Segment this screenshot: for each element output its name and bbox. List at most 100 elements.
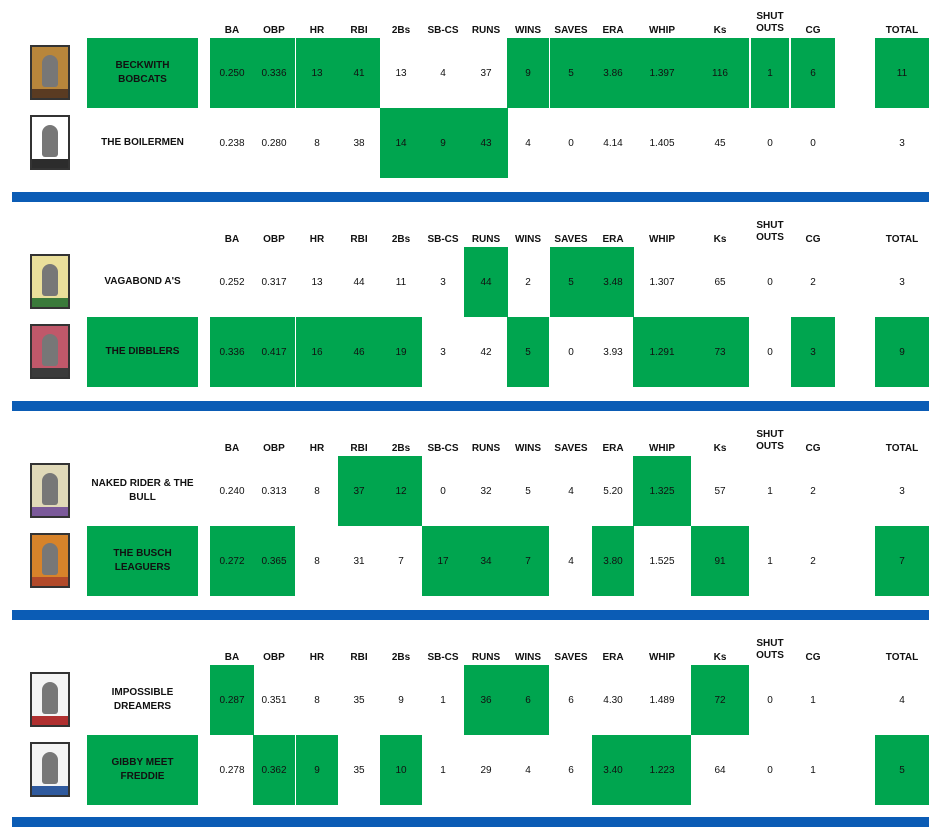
column-header: WINS: [514, 234, 542, 245]
stat-cell: 3: [440, 346, 446, 358]
stat-cell: 2: [810, 485, 816, 497]
stat-cell: 1.397: [633, 38, 691, 108]
column-header: RBI: [350, 25, 368, 36]
column-header: SB-CS: [427, 443, 459, 454]
stat-cell: 5: [550, 247, 592, 317]
total-cell: 3: [899, 485, 905, 497]
column-header: HR: [309, 25, 325, 36]
column-header: 2Bs: [391, 25, 411, 36]
column-header: SB-CS: [427, 652, 459, 663]
stat-cell: 11: [395, 276, 407, 288]
stat-cell: 116: [691, 38, 749, 108]
column-header: ERA: [602, 652, 624, 663]
stat-cell: 4: [568, 555, 574, 567]
team-name: VAGABOND A'S: [104, 276, 181, 287]
stat-cell: 5: [507, 317, 549, 387]
column-header: Ks: [713, 443, 727, 454]
stat-cell: 17: [422, 526, 464, 596]
stat-cell: 35: [353, 694, 365, 706]
player-figure-icon: [42, 264, 58, 296]
stat-cell: 0.252: [219, 276, 245, 288]
stat-cell: 29: [480, 764, 492, 776]
stat-cell: 5: [550, 38, 592, 108]
stat-cell: 6: [507, 665, 549, 735]
stat-cell: 8: [314, 555, 320, 567]
column-header: OBP: [263, 443, 285, 454]
stat-cell: 5: [525, 485, 531, 497]
stat-cell: 43: [464, 108, 508, 178]
column-header: SHUT OUTS: [745, 638, 795, 662]
card-nameplate-icon: [32, 298, 68, 307]
stat-cell: 0.313: [261, 485, 287, 497]
stat-cell: 6: [568, 694, 574, 706]
matchup-block: BA OBP HR RBI 2Bs SB-CS RUNS WINS SAVES ERA WHIP Ks…: [0, 627, 949, 836]
matchup-block: BA OBP HR RBI 2Bs SB-CS RUNS WINS SAVES ERA WHIP Ks…: [0, 418, 949, 627]
team-row: THE BUSCH LEAGUERS 0.272 0.365 8 31 7 17 34 7 4 3.…: [0, 526, 949, 596]
stat-cell: 0.417: [253, 317, 295, 387]
stat-cell: 1.291: [633, 317, 691, 387]
stat-cell: 0: [767, 137, 773, 149]
stat-cell: 1: [751, 38, 789, 108]
stat-cell: 64: [714, 764, 726, 776]
column-header: WHIP: [648, 443, 676, 454]
stat-cell: 12: [380, 456, 422, 526]
column-header: BA: [224, 652, 240, 663]
stat-cell: 1: [440, 694, 446, 706]
column-header: HR: [309, 234, 325, 245]
column-header: CG: [805, 234, 821, 245]
team-name: GIBBY MEET FREDDIE: [87, 735, 198, 805]
stat-cell: 4: [525, 764, 531, 776]
baseball-card-player-icon: [30, 115, 70, 170]
stat-cell: 0.280: [261, 137, 287, 149]
stat-cell: 32: [480, 485, 492, 497]
column-header: WINS: [514, 652, 542, 663]
total-cell: 5: [875, 735, 929, 805]
total-header: TOTAL: [885, 25, 919, 36]
stat-cell: 0: [568, 137, 574, 149]
stat-cell: 0: [767, 764, 773, 776]
stat-cell: 16: [296, 317, 338, 387]
column-header-line: OUTS: [756, 23, 784, 34]
column-header: RUNS: [471, 25, 501, 36]
stat-cell: 0.317: [261, 276, 287, 288]
stat-cell: 9: [398, 694, 404, 706]
column-header: WINS: [514, 443, 542, 454]
stat-cell: 4: [568, 485, 574, 497]
stat-cell: 65: [714, 276, 726, 288]
total-cell: 9: [875, 317, 929, 387]
team-name: NAKED RIDER & THE BULL: [91, 478, 194, 503]
team-row: VAGABOND A'S 0.252 0.317 13 44 11 3 44 2 5 3.48 1.3…: [0, 247, 949, 317]
column-header: CG: [805, 443, 821, 454]
column-header: SHUT OUTS: [745, 11, 795, 35]
stat-cell: 0: [767, 694, 773, 706]
stat-cell: 3.93: [603, 346, 623, 358]
card-nameplate-icon: [32, 159, 68, 168]
stat-cell: 9: [296, 735, 338, 805]
stat-cell: 3.48: [592, 247, 634, 317]
stat-cell: 3.80: [592, 526, 634, 596]
stat-cell: 36: [464, 665, 508, 735]
stat-cell: 1: [810, 764, 816, 776]
stat-cell: 13: [395, 67, 407, 79]
stat-cell: 9: [422, 108, 464, 178]
stat-cell: 0: [440, 485, 446, 497]
stat-cell: 14: [380, 108, 422, 178]
total-header: TOTAL: [885, 234, 919, 245]
column-header: ERA: [602, 25, 624, 36]
section-divider: [12, 192, 929, 202]
total-header: TOTAL: [885, 652, 919, 663]
column-header: WHIP: [648, 25, 676, 36]
section-divider: [12, 817, 929, 827]
stat-cell: 73: [691, 317, 749, 387]
stat-cell: 1.307: [649, 276, 675, 288]
stat-cell: 0.240: [219, 485, 245, 497]
total-header: TOTAL: [885, 443, 919, 454]
stat-cell: 10: [380, 735, 422, 805]
stat-cell: 1.525: [649, 555, 675, 567]
stat-cell: 0: [767, 276, 773, 288]
stat-cell: 37: [480, 67, 492, 79]
stat-cell: 7: [507, 526, 549, 596]
column-header: ERA: [602, 443, 624, 454]
stat-cell: 3.86: [592, 38, 634, 108]
column-header-line: SHUT: [756, 638, 784, 649]
